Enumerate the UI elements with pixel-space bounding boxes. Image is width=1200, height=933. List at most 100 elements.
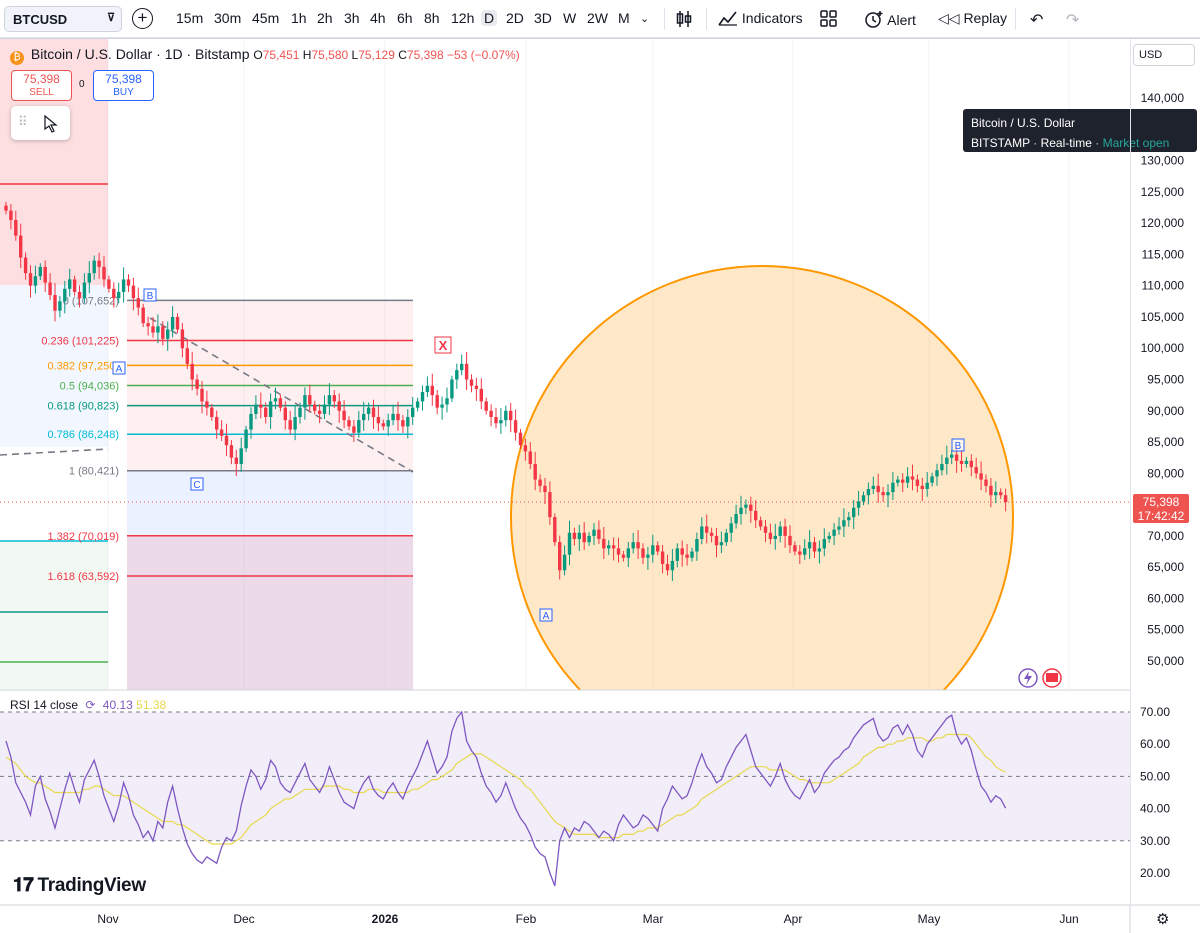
candle-body: [543, 485, 547, 493]
layout-grid-icon[interactable]: [820, 10, 838, 31]
candle-body: [14, 219, 18, 236]
wave-label: C: [193, 480, 200, 491]
candle-body: [440, 404, 444, 408]
candle-body: [9, 210, 13, 220]
rewind-icon: ◁◁: [938, 10, 960, 26]
candle-body: [293, 417, 297, 430]
timeframe-3D[interactable]: 3D: [534, 10, 552, 26]
candle-style-icon[interactable]: [676, 10, 692, 31]
symbol-search-button[interactable]: BTCUSD ⊽: [4, 6, 122, 32]
symbol-tooltip: Bitcoin / U.S. Dollar BITSTAMP · Real-ti…: [963, 109, 1197, 152]
timeframe-8h[interactable]: 8h: [424, 10, 440, 26]
price-tick-label: 140,000: [1141, 91, 1185, 105]
timeframe-2D[interactable]: 2D: [506, 10, 524, 26]
change-value: −53 (−0.07%): [446, 48, 520, 62]
timeframe-15m[interactable]: 15m: [176, 10, 204, 26]
candle-body: [832, 529, 836, 536]
indicators-button[interactable]: Indicators: [718, 10, 803, 26]
candle-body: [812, 542, 817, 552]
wave-label: X: [439, 338, 448, 353]
timeframe-45m[interactable]: 45m: [252, 10, 280, 26]
candle-body: [611, 545, 616, 549]
candle-body: [131, 285, 136, 299]
candle-body: [729, 523, 733, 533]
price-axis[interactable]: [1130, 39, 1200, 905]
timeframe-12h[interactable]: 12h: [451, 10, 475, 26]
candle-body: [72, 279, 77, 292]
tooltip-mode: Real-time: [1040, 136, 1092, 150]
undo-icon[interactable]: ↶: [1030, 12, 1044, 29]
timeframe-D[interactable]: D: [481, 10, 498, 26]
replay-button[interactable]: ◁◁ Replay: [938, 10, 1007, 27]
candle-body: [871, 485, 875, 489]
timeframe-3h[interactable]: 3h: [344, 10, 360, 26]
price-tick-label: 100,000: [1141, 341, 1185, 355]
candle-body: [332, 395, 336, 402]
fib-zone-lower: [127, 470, 413, 690]
alert-button[interactable]: Alert: [864, 10, 916, 28]
candle-body: [558, 542, 562, 571]
candle-body: [391, 413, 395, 421]
candle-body: [283, 407, 287, 421]
sell-button[interactable]: 75,398 SELL: [11, 70, 72, 101]
rsi-pane[interactable]: [0, 710, 1130, 887]
redo-icon[interactable]: ↷: [1066, 12, 1080, 29]
timeframe-6h[interactable]: 6h: [397, 10, 413, 26]
settings-gear-icon[interactable]: ⚙: [1156, 911, 1170, 928]
candle-body: [616, 548, 621, 555]
sell-price: 75,398: [23, 72, 60, 86]
candle-body: [656, 545, 660, 552]
candle-body: [827, 535, 831, 540]
candle-body: [807, 542, 812, 549]
chart-legend: ₿ Bitcoin / U.S. Dollar · 1D · Bitstamp …: [10, 46, 520, 65]
price-pane[interactable]: 0 (107,652) 0.236 (101,225) 0.382 (97,250)…: [0, 39, 1130, 905]
candle-body: [322, 404, 327, 414]
candle-body: [195, 379, 199, 389]
currency-selector[interactable]: USD: [1133, 44, 1195, 66]
drawing-tool-widget[interactable]: ⠿: [11, 106, 70, 140]
candle-body: [401, 420, 405, 427]
timeframe-2h[interactable]: 2h: [317, 10, 333, 26]
drag-handle-icon[interactable]: ⠿: [18, 114, 28, 129]
timeframe-1h[interactable]: 1h: [291, 10, 307, 26]
add-symbol-button[interactable]: +: [132, 8, 153, 29]
price-tick-label: 130,000: [1141, 154, 1185, 168]
candle-body: [23, 257, 28, 274]
chevron-down-icon: ⊽: [106, 12, 115, 24]
candle-body: [19, 235, 23, 258]
candle-body: [504, 410, 508, 421]
candle-body: [969, 460, 973, 468]
divider: [706, 8, 707, 30]
countdown-value: 17:42:42: [1137, 509, 1185, 523]
time-tick-label: Dec: [233, 912, 254, 926]
last-price-tag: 75,398 17:42:42: [1133, 494, 1189, 523]
candle-body: [709, 532, 714, 536]
candle-body: [739, 507, 743, 514]
timeframe-W[interactable]: W: [563, 10, 577, 26]
trendline-dashed: [149, 317, 414, 473]
candle-body: [597, 529, 601, 540]
price-tick-label: 110,000: [1142, 279, 1185, 293]
candle-body: [636, 542, 640, 549]
timeframe-2W[interactable]: 2W: [587, 10, 608, 26]
candle-body: [264, 407, 268, 418]
timeframe-4h[interactable]: 4h: [370, 10, 386, 26]
wave-label-box: [539, 608, 553, 622]
candle-body: [82, 282, 87, 299]
timeframe-30m[interactable]: 30m: [214, 10, 242, 26]
alert-label: Alert: [887, 12, 916, 28]
low-value: 75,129: [358, 48, 395, 62]
candle-body: [847, 517, 851, 521]
candle-body: [660, 551, 665, 565]
candle-body: [856, 501, 861, 508]
candle-body: [415, 401, 420, 408]
candle-body: [675, 548, 679, 561]
buy-button[interactable]: 75,398 BUY: [93, 70, 154, 101]
refresh-icon[interactable]: ⟳: [85, 698, 96, 712]
cursor-arrow-icon[interactable]: [44, 115, 58, 133]
high-value: 75,580: [311, 48, 349, 62]
timeframe-more-chevron-icon[interactable]: ⌄: [640, 13, 650, 25]
timeframe-M[interactable]: M: [618, 10, 630, 26]
rsi-title: RSI 14 close: [10, 698, 79, 712]
